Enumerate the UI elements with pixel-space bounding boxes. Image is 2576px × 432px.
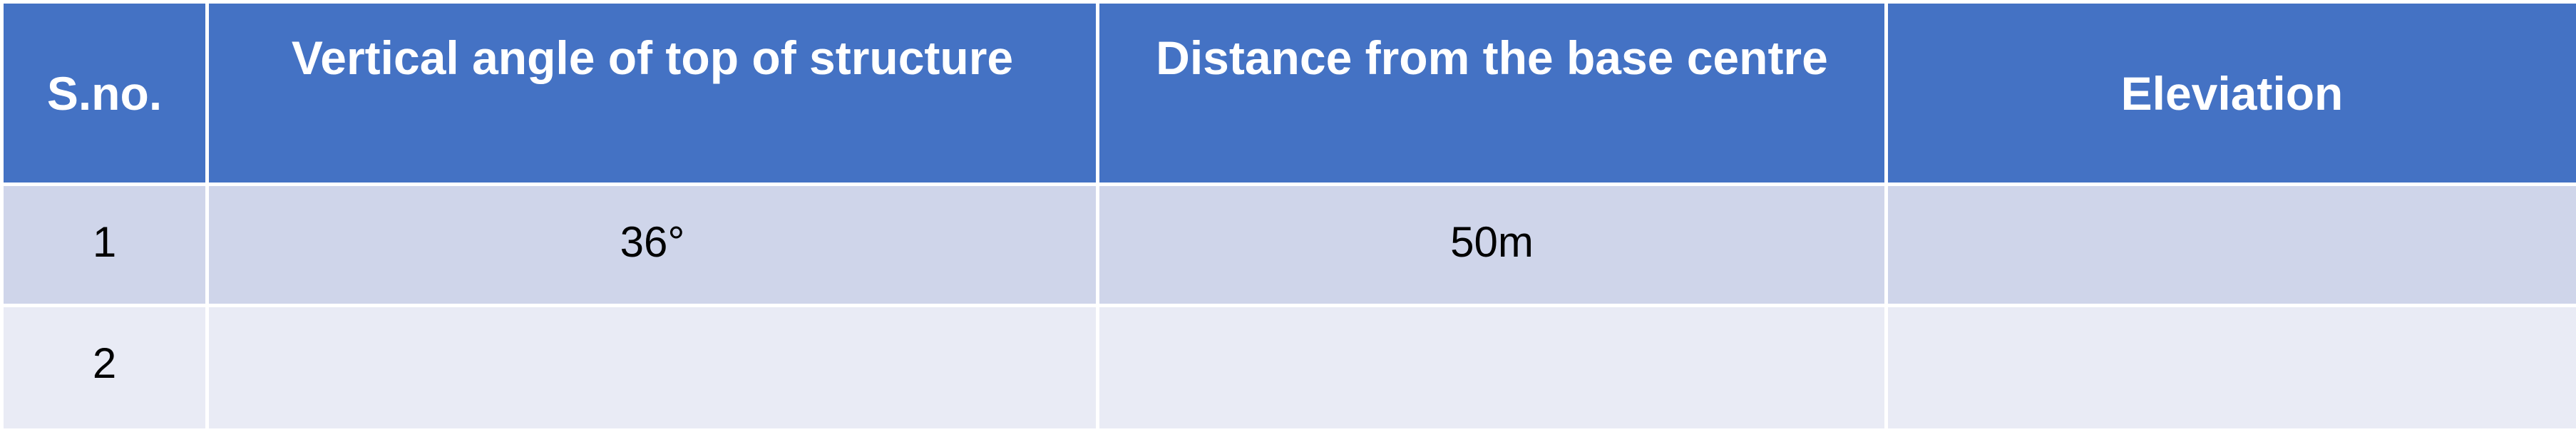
cell-sno: 1 bbox=[2, 185, 207, 306]
cell-vertical-angle bbox=[207, 306, 1098, 431]
header-elevation: Eleviation bbox=[1887, 2, 2576, 185]
header-distance: Distance from the base centre bbox=[1098, 2, 1887, 185]
table-header-row: S.no. Vertical angle of top of structure… bbox=[2, 2, 2576, 185]
table-row: 2 bbox=[2, 306, 2576, 431]
cell-elevation bbox=[1887, 306, 2576, 431]
header-sno: S.no. bbox=[2, 2, 207, 185]
cell-distance: 50m bbox=[1098, 185, 1887, 306]
header-vertical-angle: Vertical angle of top of structure bbox=[207, 2, 1098, 185]
cell-vertical-angle: 36° bbox=[207, 185, 1098, 306]
cell-sno: 2 bbox=[2, 306, 207, 431]
cell-elevation bbox=[1887, 185, 2576, 306]
table-row: 1 36° 50m bbox=[2, 185, 2576, 306]
cell-distance bbox=[1098, 306, 1887, 431]
